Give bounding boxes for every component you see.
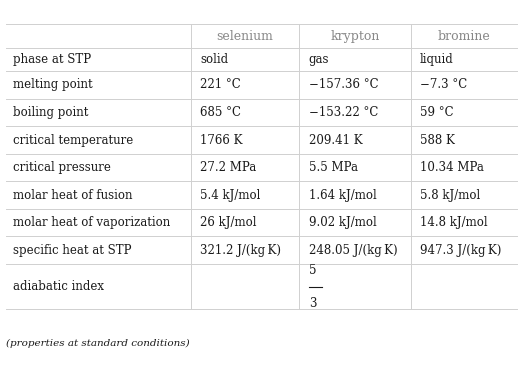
Text: adiabatic index: adiabatic index: [13, 280, 104, 293]
Text: 5.5 MPa: 5.5 MPa: [309, 161, 358, 174]
Text: critical pressure: critical pressure: [13, 161, 110, 174]
Text: liquid: liquid: [420, 53, 454, 66]
Text: 27.2 MPa: 27.2 MPa: [200, 161, 257, 174]
Text: gas: gas: [309, 53, 329, 66]
Text: −157.36 °C: −157.36 °C: [309, 78, 378, 92]
Text: 947.3 J/(kg K): 947.3 J/(kg K): [420, 244, 502, 256]
Text: solid: solid: [200, 53, 229, 66]
Text: 685 °C: 685 °C: [200, 106, 242, 119]
Text: 5.8 kJ/mol: 5.8 kJ/mol: [420, 189, 480, 202]
Text: 5.4 kJ/mol: 5.4 kJ/mol: [200, 189, 261, 202]
Text: 248.05 J/(kg K): 248.05 J/(kg K): [309, 244, 397, 256]
Text: 5: 5: [309, 264, 316, 277]
Text: krypton: krypton: [330, 30, 380, 43]
Text: 209.41 K: 209.41 K: [309, 134, 362, 147]
Text: melting point: melting point: [13, 78, 92, 92]
Text: (properties at standard conditions): (properties at standard conditions): [6, 339, 190, 348]
Text: molar heat of fusion: molar heat of fusion: [13, 189, 132, 202]
Text: phase at STP: phase at STP: [13, 53, 90, 66]
Text: −7.3 °C: −7.3 °C: [420, 78, 467, 92]
Text: boiling point: boiling point: [13, 106, 88, 119]
Text: 588 K: 588 K: [420, 134, 455, 147]
Text: specific heat at STP: specific heat at STP: [13, 244, 131, 256]
Text: 59 °C: 59 °C: [420, 106, 453, 119]
Text: 10.34 MPa: 10.34 MPa: [420, 161, 484, 174]
Text: −153.22 °C: −153.22 °C: [309, 106, 378, 119]
Text: 221 °C: 221 °C: [200, 78, 241, 92]
Text: bromine: bromine: [437, 30, 490, 43]
Text: 1766 K: 1766 K: [200, 134, 243, 147]
Text: 1.64 kJ/mol: 1.64 kJ/mol: [309, 189, 377, 202]
Text: 321.2 J/(kg K): 321.2 J/(kg K): [200, 244, 281, 256]
Text: 3: 3: [309, 297, 316, 310]
Text: molar heat of vaporization: molar heat of vaporization: [13, 216, 170, 229]
Text: 9.02 kJ/mol: 9.02 kJ/mol: [309, 216, 377, 229]
Text: critical temperature: critical temperature: [13, 134, 133, 147]
Text: 26 kJ/mol: 26 kJ/mol: [200, 216, 257, 229]
Text: 14.8 kJ/mol: 14.8 kJ/mol: [420, 216, 487, 229]
Text: selenium: selenium: [217, 30, 274, 43]
